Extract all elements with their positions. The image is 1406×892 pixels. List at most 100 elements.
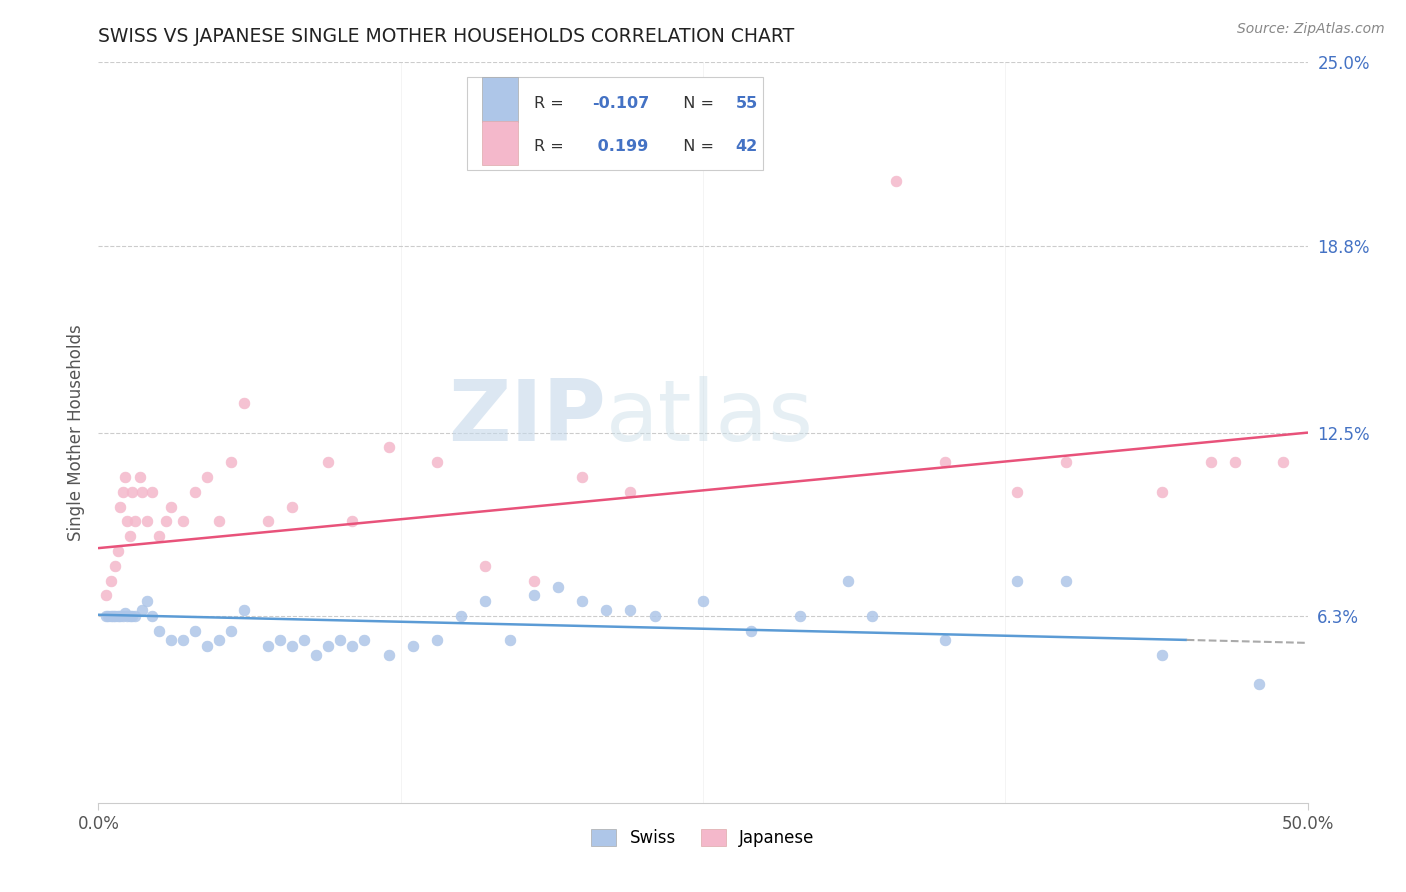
Point — [160, 632, 183, 647]
Point — [101, 609, 124, 624]
Text: Source: ZipAtlas.com: Source: ZipAtlas.com — [1237, 22, 1385, 37]
Point — [292, 632, 315, 647]
Point — [305, 648, 328, 662]
Point — [523, 574, 546, 588]
Point — [1152, 648, 1174, 662]
Point — [114, 607, 136, 621]
Point — [256, 515, 278, 529]
Text: 55: 55 — [735, 95, 758, 111]
Point — [571, 470, 593, 484]
Point — [837, 574, 859, 588]
Point — [148, 624, 170, 638]
Point — [1272, 455, 1295, 469]
Point — [692, 594, 714, 608]
Point — [1007, 574, 1029, 588]
Text: 42: 42 — [735, 139, 758, 154]
Point — [108, 609, 131, 624]
Point — [94, 609, 117, 624]
Point — [571, 594, 593, 608]
Point — [108, 500, 131, 514]
Point — [195, 639, 218, 653]
Point — [1199, 455, 1222, 469]
Point — [523, 589, 546, 603]
Point — [118, 609, 141, 624]
Text: R =: R = — [534, 95, 568, 111]
Point — [221, 624, 243, 638]
Point — [377, 441, 399, 455]
Point — [342, 515, 364, 529]
Point — [232, 396, 254, 410]
Text: atlas: atlas — [606, 376, 814, 459]
Point — [474, 558, 496, 573]
Point — [208, 515, 231, 529]
Point — [740, 624, 762, 638]
FancyBboxPatch shape — [467, 78, 763, 169]
Point — [547, 580, 569, 594]
Point — [269, 632, 291, 647]
Point — [184, 624, 207, 638]
Point — [353, 632, 375, 647]
Point — [377, 648, 399, 662]
Point — [124, 515, 146, 529]
Point — [107, 544, 129, 558]
Point — [1152, 484, 1174, 499]
Point — [195, 470, 218, 484]
Point — [316, 639, 339, 653]
Point — [426, 455, 449, 469]
Point — [221, 455, 243, 469]
Text: R =: R = — [534, 139, 568, 154]
FancyBboxPatch shape — [482, 78, 517, 121]
Text: N =: N = — [672, 139, 718, 154]
Point — [1223, 455, 1246, 469]
Point — [135, 594, 157, 608]
Point — [281, 500, 304, 514]
Point — [342, 639, 364, 653]
Point — [118, 529, 141, 543]
Text: 0.199: 0.199 — [592, 139, 648, 154]
Point — [172, 515, 194, 529]
Point — [121, 609, 143, 624]
Point — [1007, 484, 1029, 499]
Point — [172, 632, 194, 647]
Point — [402, 639, 425, 653]
Point — [141, 484, 163, 499]
Point — [117, 515, 139, 529]
Point — [789, 609, 811, 624]
Point — [141, 609, 163, 624]
Point — [100, 609, 122, 624]
Point — [1249, 677, 1271, 691]
Point — [232, 603, 254, 617]
Point — [114, 470, 136, 484]
Point — [498, 632, 520, 647]
Point — [100, 574, 122, 588]
Point — [97, 609, 120, 624]
Point — [934, 455, 956, 469]
Point — [934, 632, 956, 647]
Point — [474, 594, 496, 608]
Point — [426, 632, 449, 647]
Point — [619, 603, 641, 617]
Point — [148, 529, 170, 543]
Point — [160, 500, 183, 514]
Text: ZIP: ZIP — [449, 376, 606, 459]
Point — [128, 470, 150, 484]
Point — [94, 589, 117, 603]
Text: SWISS VS JAPANESE SINGLE MOTHER HOUSEHOLDS CORRELATION CHART: SWISS VS JAPANESE SINGLE MOTHER HOUSEHOL… — [98, 27, 794, 45]
Point — [121, 484, 143, 499]
Text: N =: N = — [672, 95, 718, 111]
Point — [256, 639, 278, 653]
Point — [117, 609, 139, 624]
Y-axis label: Single Mother Households: Single Mother Households — [66, 325, 84, 541]
Text: -0.107: -0.107 — [592, 95, 650, 111]
Point — [1054, 574, 1077, 588]
Point — [1054, 455, 1077, 469]
Point — [208, 632, 231, 647]
Point — [184, 484, 207, 499]
Point — [316, 455, 339, 469]
Point — [155, 515, 177, 529]
FancyBboxPatch shape — [482, 120, 517, 165]
Point — [329, 632, 352, 647]
Point — [450, 609, 472, 624]
Point — [107, 609, 129, 624]
Point — [619, 484, 641, 499]
